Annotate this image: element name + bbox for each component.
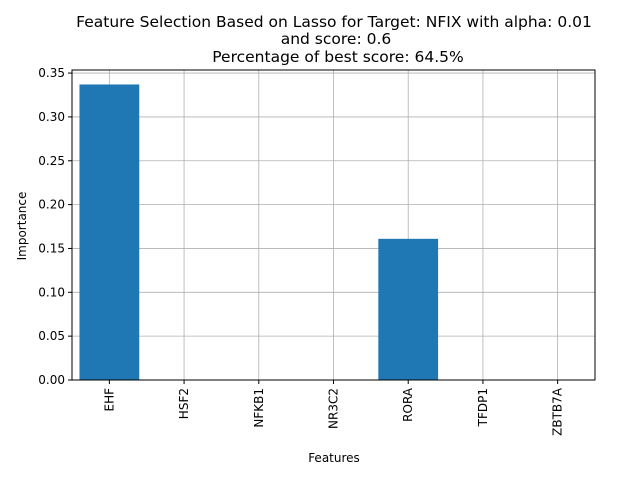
y-axis-label: Importance <box>15 192 29 261</box>
bars <box>79 84 439 380</box>
chart-title-line-1: Feature Selection Based on Lasso for Tar… <box>76 13 592 31</box>
x-tick-label-rora: RORA <box>401 387 415 422</box>
y-tick-label-6: 0.30 <box>38 110 65 124</box>
chart-title-line-3: Percentage of best score: 64.5% <box>212 48 463 66</box>
grid <box>72 70 595 381</box>
y-tick-label-4: 0.20 <box>38 198 65 212</box>
x-tick-label-zbtb7a: ZBTB7A <box>551 387 565 436</box>
x-tick-label-nr3c2: NR3C2 <box>327 388 341 429</box>
y-tick-label-7: 0.35 <box>38 66 65 80</box>
x-axis-label: Features <box>308 451 360 465</box>
y-tick-label-1: 0.05 <box>38 329 65 343</box>
x-tick-label-tfdp1: TFDP1 <box>476 388 490 427</box>
bar-rora <box>378 238 439 380</box>
y-tick-label-3: 0.15 <box>38 241 65 255</box>
y-tick-label-0: 0.00 <box>38 373 65 387</box>
y-tick-label-5: 0.25 <box>38 154 65 168</box>
chart-title-line-2: and score: 0.6 <box>281 30 392 48</box>
bar-ehf <box>79 84 140 380</box>
x-tick-label-hsf2: HSF2 <box>177 388 191 419</box>
x-tick-label-ehf: EHF <box>102 388 116 412</box>
axes: 0.00 0.05 0.10 0.15 0.20 0.25 0.30 0.35 EHF HSF2 N… <box>38 66 596 436</box>
y-tick-label-2: 0.10 <box>38 285 65 299</box>
x-tick-label-nfkb1: NFKB1 <box>252 388 266 428</box>
